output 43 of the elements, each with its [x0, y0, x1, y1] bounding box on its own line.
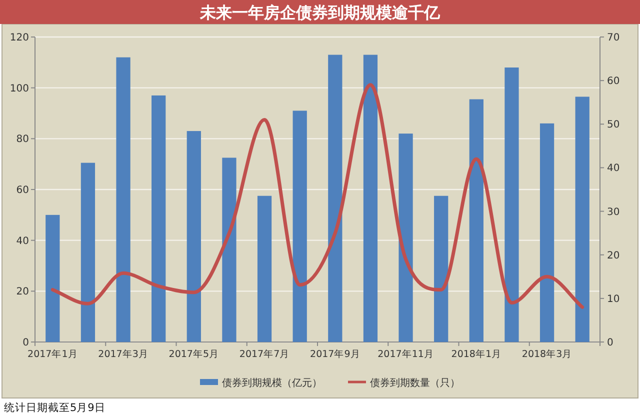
bar [575, 96, 590, 342]
x-tick-label: 2017年1月 [28, 348, 78, 360]
bar [152, 95, 166, 342]
legend-label: 债券到期数量（只） [370, 377, 460, 389]
x-tick-label: 2017年9月 [310, 348, 360, 360]
x-tick-label: 2017年11月 [378, 348, 434, 360]
bar [434, 196, 448, 342]
bar [46, 214, 60, 342]
bar [363, 54, 378, 342]
y-tick-label: 40 [16, 236, 29, 247]
legend-label: 债券到期规模（亿元） [222, 377, 322, 389]
y2-tick-label: 70 [607, 32, 620, 44]
title: 未来一年房企债券到期规模逾千亿 [200, 3, 440, 22]
y2-tick-label: 50 [607, 120, 620, 131]
x-tick-label: 2017年3月 [98, 348, 148, 360]
y-tick-label: 120 [10, 32, 29, 44]
y2-tick-label: 0 [607, 338, 614, 348]
bar [116, 57, 130, 342]
bar [292, 110, 307, 342]
y-tick-label: 0 [22, 338, 29, 348]
y2-tick-label: 60 [607, 76, 620, 88]
text: 统计日期截至5月9日 [4, 401, 106, 414]
bar [257, 196, 272, 342]
bar [540, 123, 554, 342]
x-tick-label: 2018年1月 [451, 348, 502, 360]
y-tick-label: 60 [16, 185, 29, 196]
bar [186, 131, 201, 342]
y2-tick-label: 20 [607, 250, 620, 262]
y2-tick-label: 10 [607, 294, 620, 305]
bar [398, 134, 413, 342]
bar [222, 158, 236, 342]
x-tick-label: 2017年5月 [168, 348, 220, 360]
y2-tick-label: 30 [607, 206, 620, 218]
y-tick-label: 100 [10, 83, 29, 94]
y-tick-label: 80 [16, 134, 29, 146]
y2-tick-label: 40 [607, 163, 620, 174]
bar [504, 68, 519, 342]
bar [328, 54, 342, 342]
x-tick-label: 2017年7月 [239, 348, 290, 360]
y-tick-label: 20 [16, 286, 29, 298]
bar [469, 99, 484, 342]
bar [80, 162, 96, 342]
x-tick-label: 2018年3月 [522, 348, 572, 360]
